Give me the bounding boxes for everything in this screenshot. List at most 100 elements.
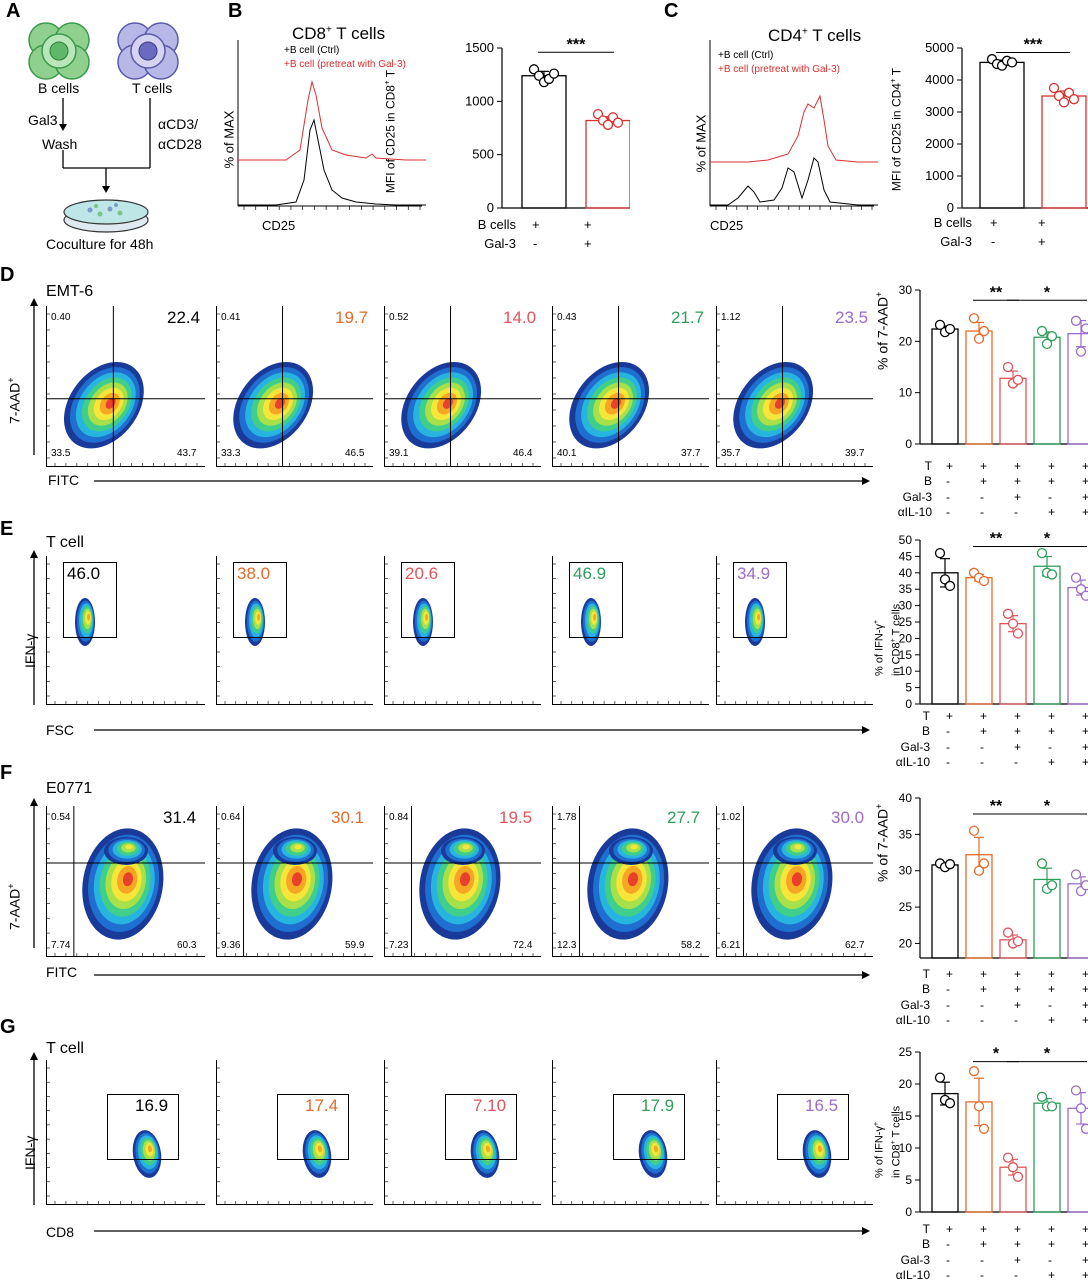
- condition-cell: +: [1082, 1237, 1088, 1251]
- gate-percent: 17.4: [305, 1096, 338, 1116]
- data-point: [1082, 881, 1088, 890]
- quadrant-ul-value: 0.84: [389, 812, 408, 823]
- condition-cell: +: [1048, 967, 1055, 981]
- gate-percent: 16.9: [135, 1096, 168, 1116]
- condition-row-label: αIL-10: [860, 755, 930, 769]
- condition-cell: -: [946, 490, 950, 504]
- condition-cell: -: [946, 982, 950, 996]
- condition-cell: +: [1082, 474, 1088, 488]
- condition-cell: -: [946, 1237, 950, 1251]
- condition-row-label: Gal-3: [860, 998, 930, 1012]
- panel-e-letter: E: [0, 518, 13, 541]
- data-point: [946, 581, 955, 590]
- data-point: [1004, 363, 1013, 372]
- panel-b-conditions-labels: B cells Gal-3: [466, 217, 516, 255]
- quadrant-lr-value: 72.4: [513, 940, 532, 951]
- data-point: [1038, 859, 1047, 868]
- condition-cell: +: [1048, 1237, 1055, 1251]
- condition-cell: +: [1048, 459, 1055, 473]
- condition-cell: +: [1014, 709, 1021, 723]
- svg-text:40: 40: [899, 566, 913, 580]
- data-point: [1082, 1124, 1088, 1133]
- condition-cell: +: [1014, 967, 1021, 981]
- condition-cell: +: [980, 1237, 987, 1251]
- data-point: [1082, 324, 1088, 333]
- svg-text:25: 25: [899, 1045, 913, 1059]
- svg-text:*: *: [993, 1046, 1000, 1063]
- condition-cell: -: [1048, 740, 1052, 754]
- bar: [932, 865, 958, 958]
- data-point: [980, 577, 989, 586]
- panel-e-title: T cell: [46, 534, 84, 552]
- condition-cell: +: [1082, 709, 1088, 723]
- quadrant-lr-value: 62.7: [845, 940, 864, 951]
- condition-cell: +: [1082, 755, 1088, 769]
- panel-c-conditions-labels: B cells Gal-3: [918, 215, 972, 253]
- panel-g-flow-plot: 17.4: [216, 1060, 373, 1205]
- condition-cell: +: [1014, 1253, 1021, 1267]
- condition-cell: +: [1048, 505, 1055, 519]
- condition-cell: +: [980, 967, 987, 981]
- condition-cell: +: [1082, 505, 1088, 519]
- data-point: [980, 327, 989, 336]
- data-point: [1014, 629, 1023, 638]
- bar: [966, 578, 992, 704]
- quadrant-ur-value: 30.0: [831, 808, 864, 828]
- condition-row-label: Gal-3: [862, 490, 932, 504]
- gate-percent: 20.6: [405, 564, 438, 584]
- condition-cell: +: [1014, 490, 1021, 504]
- panel-g-title: T cell: [46, 1040, 84, 1058]
- data-point: [1048, 881, 1057, 890]
- svg-text:15: 15: [899, 1109, 913, 1123]
- svg-text:25: 25: [899, 900, 913, 914]
- condition-cell: -: [946, 1013, 950, 1027]
- data-point: [970, 826, 979, 835]
- condition-cell: -: [980, 755, 984, 769]
- condition-cell: -: [980, 998, 984, 1012]
- panel-g-flow-plot: 17.9: [552, 1060, 709, 1205]
- condition-cell: +: [1014, 982, 1021, 996]
- condition-cell: +: [1014, 740, 1021, 754]
- condition-cell: +: [980, 982, 987, 996]
- quadrant-ul-value: 0.64: [221, 812, 240, 823]
- svg-text:15: 15: [899, 648, 913, 662]
- panel-f-ylabel: 7-AAD+: [6, 884, 23, 931]
- gate-percent: 38.0: [237, 564, 270, 584]
- data-point: [1048, 332, 1057, 341]
- data-point: [970, 314, 979, 323]
- condition-cell: +: [1082, 724, 1088, 738]
- data-point: [1072, 870, 1081, 879]
- condition-cell: -: [946, 755, 950, 769]
- panel-g-flow-plot: 16.9: [46, 1060, 205, 1205]
- condition-cell: +: [1014, 998, 1021, 1012]
- quadrant-ur-value: 27.7: [667, 808, 700, 828]
- condition-cell: +: [946, 459, 953, 473]
- quadrant-ll-value: 9.36: [221, 940, 240, 951]
- panel-e-flow-plot: 34.9: [716, 556, 873, 705]
- quadrant-ll-value: 12.3: [557, 940, 576, 951]
- quadrant-lr-value: 59.9: [345, 940, 364, 951]
- condition-cell: +: [1082, 998, 1088, 1012]
- panel-g-xlabel: CD8: [46, 1224, 74, 1240]
- condition-cell: +: [1082, 967, 1088, 981]
- condition-cell: -: [946, 998, 950, 1012]
- condition-cell: +: [1082, 740, 1088, 754]
- condition-cell: -: [980, 740, 984, 754]
- svg-text:20: 20: [899, 631, 913, 645]
- svg-text:20: 20: [899, 334, 913, 348]
- panel-e-flow-plot: 38.0: [216, 556, 373, 705]
- quadrant-ll-value: 7.23: [389, 940, 408, 951]
- bar: [932, 329, 958, 444]
- data-point: [1038, 549, 1047, 558]
- bar: [1034, 337, 1060, 444]
- condition-cell: +: [1048, 755, 1055, 769]
- condition-cell: -: [946, 740, 950, 754]
- quadrant-ul-value: 1.78: [557, 812, 576, 823]
- panel-d-bar-ylabel: % of 7-AAD+: [874, 292, 891, 370]
- condition-cell: +: [1082, 459, 1088, 473]
- svg-text:*: *: [1044, 1046, 1051, 1063]
- svg-text:**: **: [990, 284, 1003, 301]
